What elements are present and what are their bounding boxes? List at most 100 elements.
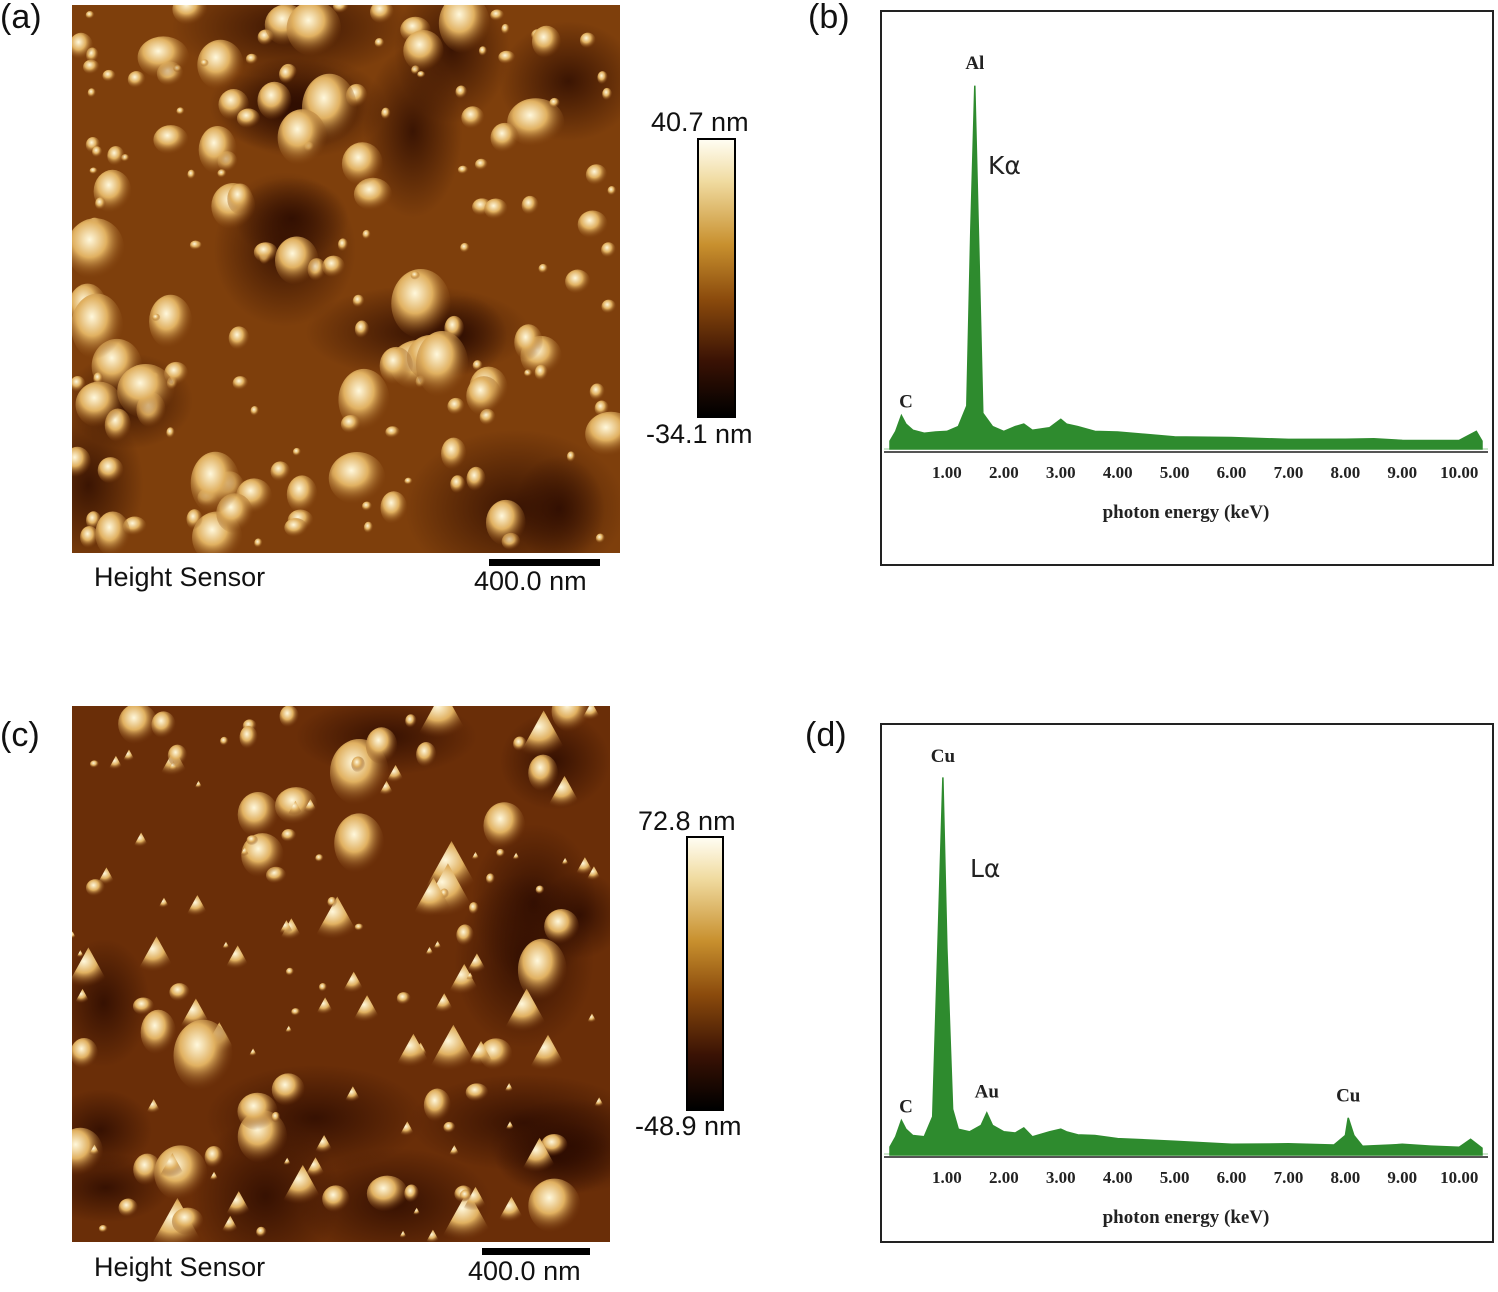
afm-grain <box>497 1196 526 1223</box>
afm-dark-patch <box>499 712 610 810</box>
afm-grain <box>380 491 408 525</box>
afm-grain <box>415 330 469 398</box>
afm-grain <box>76 950 85 958</box>
afm-grain <box>490 122 519 153</box>
afm-grain <box>467 1040 495 1066</box>
afm-grain <box>198 125 237 175</box>
afm-grain <box>274 236 319 285</box>
afm-dark-patch <box>494 1121 610 1196</box>
afm-grain <box>75 381 123 428</box>
afm-grain <box>394 1033 433 1068</box>
afm-grain <box>277 109 327 167</box>
peak-label: Cu <box>931 746 956 767</box>
afm-grain <box>256 1226 267 1238</box>
afm-grain <box>433 993 455 1013</box>
afm-grain <box>133 1153 162 1186</box>
afm-grain <box>586 1013 598 1023</box>
afm-grain <box>173 1019 233 1092</box>
afm-grain <box>374 38 385 48</box>
afm-grain <box>507 98 565 147</box>
afm-grain <box>278 65 295 84</box>
afm-grain <box>287 800 304 816</box>
eds-spectrum-b: 1.00 2.00 3.00 4.00 5.00 6.00 7.00 8.00 9.00 10.0… <box>880 10 1494 566</box>
afm-grain <box>253 242 278 263</box>
afm-grain <box>72 376 86 392</box>
afm-grain <box>521 195 539 215</box>
afm-grain <box>167 744 188 767</box>
eds-chart-d: 1.00 2.00 3.00 4.00 5.00 6.00 7.00 8.00 9.00 10.0… <box>884 746 1488 1228</box>
colorbar-min-a: -34.1 nm <box>646 419 753 449</box>
afm-grain <box>352 294 365 308</box>
afm-grain <box>403 30 444 72</box>
afm-grain <box>412 1207 421 1216</box>
afm-grain <box>270 461 291 482</box>
afm-grain <box>457 165 469 175</box>
x-tick-label: 6.00 <box>1217 463 1247 482</box>
afm-grain <box>565 269 591 294</box>
afm-grain <box>490 9 505 21</box>
afm-grain <box>341 142 383 186</box>
afm-grain <box>421 840 482 895</box>
scalebar-label-a: 400.0 nm <box>474 566 587 596</box>
afm-grain <box>136 936 177 972</box>
afm-grain <box>340 414 361 434</box>
afm-grain <box>471 851 480 860</box>
afm-grain <box>362 229 371 240</box>
afm-grain <box>439 1190 496 1242</box>
afm-grain <box>461 106 485 129</box>
afm-grain <box>187 169 196 180</box>
afm-dark-patch <box>234 177 349 260</box>
afm-grain <box>304 1157 327 1178</box>
afm-grain <box>575 857 595 875</box>
x-tick-label: 2.00 <box>989 1168 1019 1187</box>
afm-grain <box>93 372 104 385</box>
afm-grain <box>271 1111 281 1123</box>
afm-grain <box>541 1133 568 1157</box>
afm-grain <box>72 218 125 280</box>
x-tick-label: 5.00 <box>1160 1168 1190 1187</box>
x-tick-label: 1.00 <box>932 1168 962 1187</box>
afm-grain <box>88 1144 101 1156</box>
afm-grain <box>465 972 475 980</box>
peak-label: C <box>899 1097 913 1118</box>
afm-grain <box>484 198 508 220</box>
afm-grain <box>585 164 608 186</box>
afm-height-image-a <box>72 5 620 553</box>
afm-grain <box>483 802 526 850</box>
afm-grain <box>365 727 398 765</box>
x-axis-title: photon energy (keV) <box>1103 1207 1270 1228</box>
afm-grain <box>80 525 99 549</box>
afm-grain <box>354 923 364 931</box>
afm-grain <box>352 995 383 1023</box>
afm-grain <box>424 946 435 956</box>
afm-grain <box>322 255 345 278</box>
afm-grain <box>186 509 203 530</box>
afm-grain <box>95 197 106 211</box>
afm-grain <box>72 947 111 988</box>
afm-grain <box>171 1207 204 1236</box>
afm-grain <box>248 1048 258 1057</box>
afm-grain <box>528 1178 581 1234</box>
afm-grain <box>107 145 125 166</box>
afm-grain <box>370 5 394 24</box>
afm-grain <box>204 1145 224 1168</box>
afm-grain <box>379 346 414 385</box>
afm-grain <box>237 1092 278 1131</box>
afm-grain <box>447 397 465 415</box>
afm-grain <box>328 451 386 505</box>
afm-grain <box>399 1230 408 1238</box>
afm-grain <box>72 32 94 60</box>
x-tick-label: 6.00 <box>1217 1168 1247 1187</box>
afm-grain <box>514 324 543 361</box>
afm-grain <box>145 1099 162 1114</box>
afm-grain <box>333 5 349 14</box>
afm-grain <box>504 1082 515 1092</box>
afm-grain <box>95 511 131 553</box>
colorbar-max-a: 40.7 nm <box>651 107 749 137</box>
afm-grain <box>447 963 482 995</box>
line-annotation: Lα <box>970 854 1000 883</box>
afm-grain <box>257 81 292 120</box>
afm-grain <box>534 364 548 381</box>
afm-grain <box>485 499 526 546</box>
afm-grain <box>236 108 260 129</box>
